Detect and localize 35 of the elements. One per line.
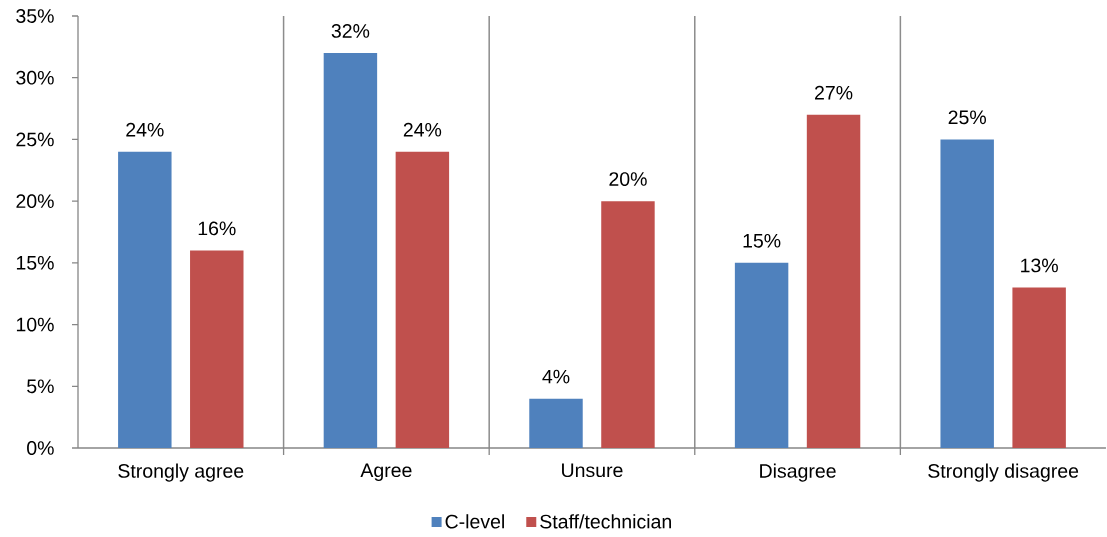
y-tick-label: 20% — [16, 194, 54, 209]
data-label: 27% — [815, 85, 853, 100]
data-label: 20% — [609, 172, 647, 186]
x-tick-label: Strongly agree — [118, 463, 244, 482]
data-label: 25% — [948, 110, 986, 125]
data-label: 15% — [743, 233, 781, 248]
legend-label: Staff/technician — [540, 514, 671, 529]
data-label: 32% — [331, 24, 370, 38]
y-tick-label: 30% — [16, 70, 54, 85]
bar — [601, 201, 655, 448]
bar — [1012, 287, 1066, 448]
x-tick-label: Agree — [360, 463, 412, 481]
y-tick-label: 15% — [16, 255, 54, 270]
data-label: 4% — [542, 369, 570, 384]
bar — [940, 139, 994, 448]
bar — [806, 114, 861, 448]
x-tick-label: Unsure — [562, 463, 623, 478]
data-label: 24% — [403, 122, 442, 137]
data-label: 24% — [126, 122, 164, 137]
bar — [529, 398, 583, 448]
bar — [323, 53, 378, 448]
y-tick-label: 0% — [27, 441, 54, 455]
y-tick-label: 25% — [16, 132, 54, 147]
data-label: 13% — [1021, 258, 1058, 273]
legend-label: C-level — [445, 514, 504, 529]
y-tick-label: 10% — [16, 317, 54, 332]
y-tick-label: 5% — [27, 379, 54, 394]
data-label: 16% — [198, 221, 236, 236]
y-tick-label: 35% — [16, 9, 54, 23]
bar — [395, 151, 450, 448]
bar — [734, 262, 789, 448]
x-tick-label: Disagree — [760, 463, 836, 482]
bar — [118, 151, 172, 448]
bar — [190, 250, 244, 448]
x-tick-label: Strongly disagree — [928, 463, 1079, 482]
